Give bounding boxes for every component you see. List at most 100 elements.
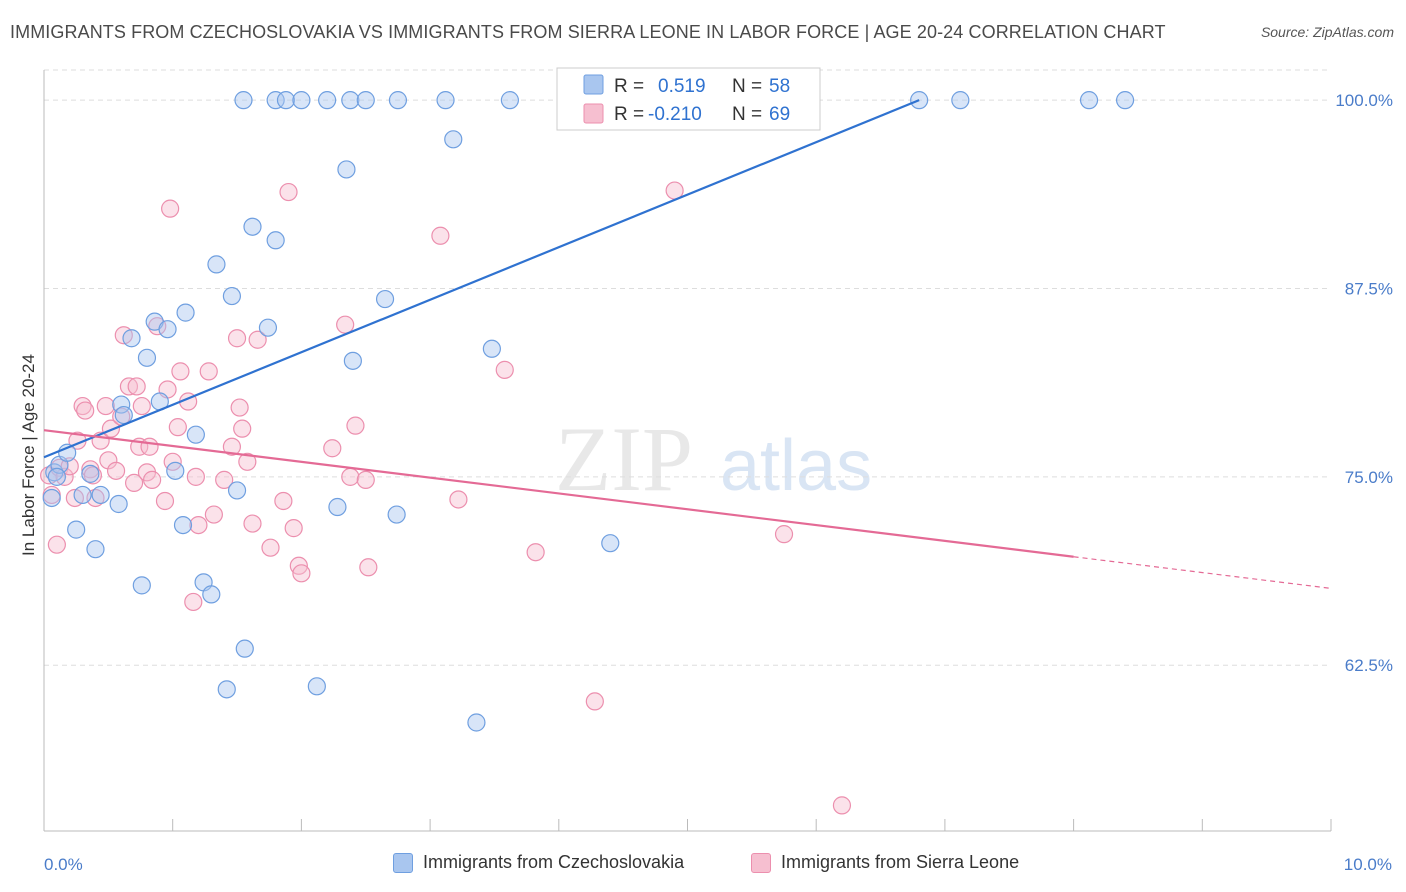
sierra-leone-point-27 [143,470,162,489]
sierra-leone-point-57 [341,467,360,486]
czechoslovakia-point-10 [112,395,131,414]
trend-line-czechoslovakia [43,99,920,459]
czechoslovakia-point-17 [158,320,177,339]
czechoslovakia-point-44 [276,91,296,110]
sierra-leone-point-24 [132,396,151,416]
sierra-leone-point-31 [161,199,180,218]
czechoslovakia-point-41 [601,534,620,553]
sierra-leone-point-58 [346,416,365,435]
legend-r-value-pink: -0.210 [648,104,702,125]
trend-lines [43,99,1332,589]
bottom-legend-sierra-leone: Immigrants from Sierra Leone [751,852,1019,873]
czechoslovakia-point-37 [387,505,406,524]
czechoslovakia-point-0 [42,488,61,508]
sierra-leone-point-44 [230,398,249,417]
sierra-leone-point-33 [168,418,187,437]
sierra-leone-point-46 [238,452,257,471]
czechoslovakia-point-36 [375,289,395,309]
gridlines [44,69,1331,666]
chart-title: IMMIGRANTS FROM CZECHOSLOVAKIA VS IMMIGR… [10,22,1166,42]
bottom-legend-swatch-pink [751,852,771,873]
czechoslovakia-point-21 [186,425,205,444]
watermark: ZIP atlas [555,408,872,510]
sierra-leone-point-20 [119,377,139,396]
sierra-leone-point-42 [222,437,242,456]
sierra-leone-point-49 [261,538,280,557]
legend-n-label-pink: N = [732,104,762,125]
bottom-legend-label-czechoslovakia: Immigrants from Czechoslovakia [423,852,685,872]
czechoslovakia-point-19 [173,515,193,535]
czechoslovakia-point-49 [388,91,408,110]
sierra-leone-point-17 [106,461,126,480]
czechoslovakia-point-38 [444,130,463,149]
czechoslovakia-point-4 [67,520,86,539]
czechoslovakia-point-5 [73,485,92,505]
watermark-zip: ZIP [555,408,693,510]
czechoslovakia-point-12 [122,329,141,348]
legend-n-value-blue: 58 [769,76,790,97]
y-axis-title: In Labor Force | Age 20-24 [19,354,38,556]
sierra-leone-point-43 [227,329,247,348]
czechoslovakia-point-33 [328,497,347,517]
sierra-leone-point-51 [279,182,298,202]
sierra-leone-point-67 [774,525,794,544]
czechoslovakia-point-30 [258,318,278,337]
legend-r-label-pink: R = [614,104,644,125]
sierra-leone-point-55 [323,439,342,458]
sierra-leone-point-48 [248,330,267,349]
czechoslovakia-point-40 [482,339,501,358]
legend-swatch-pink [583,103,604,124]
trend-line-sierra-leone [43,429,1074,558]
sierra-leone-point-56 [336,315,355,334]
sierra-leone-point-38 [189,515,208,535]
y-tick-label-1: 75.0% [1345,468,1393,487]
chart-source: Source: ZipAtlas.com [1260,24,1394,40]
czechoslovakia-point-11 [114,405,133,425]
sierra-leone-point-9 [76,401,95,420]
czechoslovakia-point-50 [436,91,455,110]
x-ticks [172,819,1332,831]
y-tick-label-3: 100.0% [1335,91,1393,110]
czechoslovakia-point-34 [337,160,356,179]
sierra-leone-point-47 [243,514,262,533]
czechoslovakia-point-6 [81,464,100,483]
sierra-leone-point-36 [184,592,203,612]
czechoslovakia-point-9 [109,494,128,514]
sierra-leone-point-59 [356,470,375,489]
czechoslovakia-point-55 [1079,91,1099,110]
sierra-leone-point-60 [359,558,378,577]
sierra-leone-point-4 [55,467,74,486]
sierra-leone-point-2 [47,535,66,554]
x-tick-label-max: 10.0% [1344,855,1392,874]
czechoslovakia-point-57 [47,467,66,486]
sierra-leone-point-14 [96,396,115,416]
series-czechoslovakia-points [42,91,1135,732]
sierra-leone-point-37 [186,467,205,486]
sierra-leone-point-63 [495,360,514,379]
sierra-leone-point-65 [585,692,604,711]
czechoslovakia-point-25 [217,680,236,699]
y-tick-label-0: 62.5% [1345,656,1393,675]
watermark-atlas: atlas [720,426,872,506]
sierra-leone-point-64 [526,543,545,562]
czechoslovakia-point-27 [227,481,247,500]
sierra-leone-point-16 [101,419,121,438]
legend: R = 0.519 N = 58 R = -0.210 N = 69 [556,67,821,131]
czechoslovakia-point-43 [266,91,285,110]
sierra-leone-point-21 [124,473,144,492]
czechoslovakia-point-26 [222,286,242,306]
czechoslovakia-point-29 [243,217,262,236]
bottom-legend-czechoslovakia: Immigrants from Czechoslovakia [393,852,684,873]
bottom-legend-swatch-blue [393,852,413,873]
czechoslovakia-point-23 [202,585,221,604]
czechoslovakia-point-14 [137,348,157,367]
legend-n-label-blue: N = [732,76,762,97]
sierra-leone-point-29 [155,491,175,511]
sierra-leone-point-40 [204,505,223,524]
czechoslovakia-point-45 [292,91,311,110]
sierra-leone-point-34 [171,362,190,381]
czechoslovakia-point-8 [91,485,110,505]
czechoslovakia-point-46 [318,91,337,110]
sierra-leone-point-39 [199,362,218,381]
